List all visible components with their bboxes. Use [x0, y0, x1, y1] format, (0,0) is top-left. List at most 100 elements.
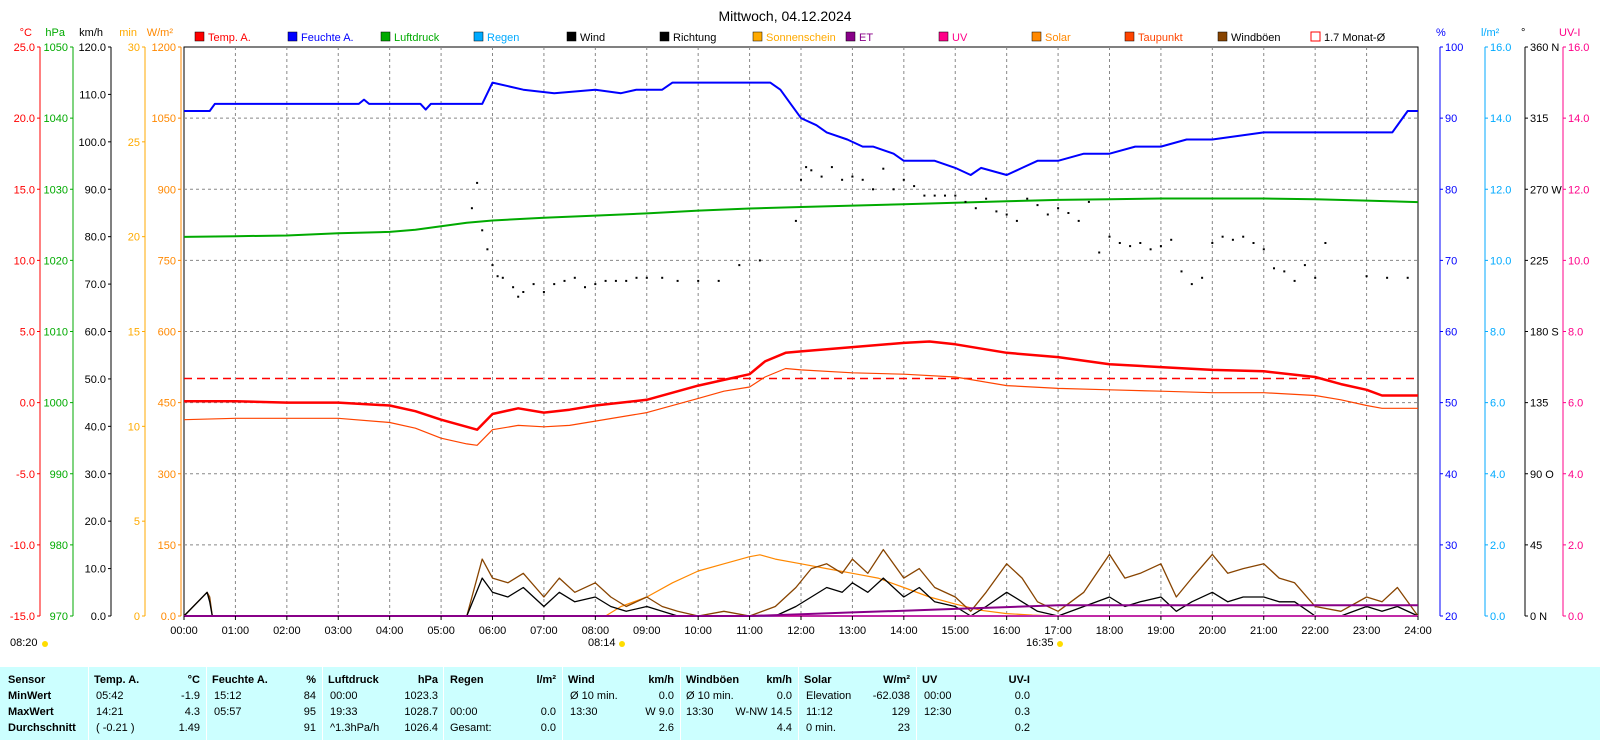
- direction-axis-tick-label: 135: [1530, 398, 1548, 410]
- direction-point: [594, 283, 597, 286]
- direction-point: [758, 259, 761, 262]
- summary-cell-uv-time: 12:30: [924, 706, 952, 718]
- pressure-axis-tick-label: 1030: [44, 184, 68, 196]
- humidity-axis-tick-label: 50: [1445, 398, 1457, 410]
- temp-axis-tick-label: 5.0: [20, 327, 35, 339]
- header-wind-unit: km/h: [648, 674, 674, 686]
- summary-cell-press-val: 1023.3: [404, 690, 438, 702]
- direction-axis-unit: °: [1521, 27, 1525, 39]
- header-temp: Temp. A.: [94, 674, 140, 686]
- direction-point: [1242, 235, 1245, 238]
- direction-point: [1087, 200, 1090, 203]
- summary-cell-gust-val: 4.4: [776, 722, 792, 734]
- direction-point: [645, 276, 648, 279]
- summary-cell-solar-time: 0 min.: [806, 722, 836, 734]
- direction-point: [501, 276, 504, 279]
- time-label: 03:00: [324, 625, 352, 637]
- time-label: 00:00: [170, 625, 198, 637]
- temp-axis-tick-label: 15.0: [14, 184, 35, 196]
- legend-swatch: [380, 31, 391, 42]
- legend-label: 1.7 Monat-Ø: [1324, 32, 1386, 44]
- uvi-axis-tick-label: 2.0: [1568, 540, 1583, 552]
- direction-point: [1005, 213, 1008, 216]
- time-label: 20:00: [1199, 625, 1227, 637]
- header-temp-unit: °C: [187, 674, 200, 686]
- direction-point: [1057, 207, 1060, 210]
- direction-axis-tick-label: 270 W: [1530, 184, 1562, 196]
- summary-cell-hum-time: 15:12: [214, 690, 242, 702]
- summary-cell-uv-val: 0.0: [1014, 690, 1030, 702]
- temp-axis-tick-label: -5.0: [16, 469, 35, 481]
- direction-point: [1365, 275, 1368, 278]
- direction-point: [892, 188, 895, 191]
- direction-point: [604, 279, 607, 282]
- legend-label: Windböen: [1231, 32, 1281, 44]
- summary-cell-temp-time: 14:21: [96, 706, 124, 718]
- direction-point: [1190, 283, 1193, 286]
- direction-point: [635, 276, 638, 279]
- direction-point: [522, 291, 525, 293]
- uvi-axis-tick-label: 16.0: [1568, 42, 1589, 54]
- wind-axis-tick-label: 90.0: [85, 184, 106, 196]
- direction-point: [1293, 279, 1296, 282]
- summary-cell-wind-val: W 9.0: [645, 706, 674, 718]
- time-label: 24:00: [1404, 625, 1432, 637]
- time-label: 11:00: [736, 625, 763, 637]
- chart-grid: [183, 46, 1419, 617]
- direction-point: [830, 166, 833, 169]
- legend-swatch: [473, 31, 484, 42]
- series-temp-a: [184, 340, 1418, 431]
- direction-point: [851, 175, 854, 178]
- pressure-axis-unit: hPa: [45, 27, 65, 39]
- direction-point: [512, 286, 515, 289]
- direction-point: [1129, 245, 1132, 248]
- direction-point: [1118, 242, 1121, 244]
- series-et: [184, 604, 1418, 617]
- header-pressure: Luftdruck: [328, 674, 379, 686]
- direction-point: [661, 276, 664, 279]
- summary-cell-gust-val: W-NW 14.5: [735, 706, 792, 718]
- humidity-axis-tick-label: 70: [1445, 255, 1457, 267]
- wind-axis-tick-label: 0.0: [91, 611, 106, 623]
- rain-axis-tick-label: 8.0: [1490, 327, 1505, 339]
- summary-cell-temp-val: 4.3: [184, 706, 200, 718]
- direction-point: [1324, 242, 1327, 244]
- legend-swatch: [1124, 31, 1135, 42]
- direction-point: [1211, 242, 1214, 244]
- direction-point: [1139, 242, 1142, 244]
- direction-point: [1231, 238, 1234, 241]
- wind-axis-tick-label: 20.0: [85, 516, 106, 528]
- time-label: 05:00: [427, 625, 455, 637]
- direction-point: [625, 279, 628, 282]
- chart-legend: Temp. A. Feuchte A. Luftdruck Regen Wind Rich…: [194, 31, 1386, 44]
- summary-cell-solar-val: 129: [891, 706, 910, 718]
- summary-cell-uv-val: 0.3: [1014, 706, 1030, 718]
- pressure-axis-tick-label: 980: [50, 540, 68, 552]
- series-windb-en: [183, 548, 1419, 617]
- direction-point: [1262, 248, 1265, 251]
- legend-label: Feuchte A.: [301, 32, 354, 44]
- pressure-axis-tick-label: 990: [50, 469, 68, 481]
- direction-point: [481, 229, 484, 232]
- wind-axis-tick-label: 50.0: [85, 374, 106, 386]
- summary-cell-uv-time: 00:00: [924, 690, 952, 702]
- wind-axis-tick-label: 80.0: [85, 232, 106, 244]
- legend-swatch: [287, 31, 298, 42]
- temp-axis-unit: °C: [20, 27, 32, 39]
- time-label: 08:00: [582, 625, 610, 637]
- uvi-axis-tick-label: 14.0: [1568, 113, 1589, 125]
- sunshine-axis-tick-label: 0: [134, 611, 140, 623]
- direction-point: [517, 295, 520, 298]
- direction-point: [841, 178, 844, 181]
- direction-point: [1252, 242, 1255, 244]
- wind-axis-tick-label: 60.0: [85, 327, 106, 339]
- sunset-time: 16:35: [1026, 637, 1054, 649]
- direction-point: [717, 279, 720, 282]
- direction-axis-tick-label: 90 O: [1530, 469, 1554, 481]
- summary-cell-solar-val: -62.038: [872, 690, 910, 702]
- summary-row-label: MinWert: [8, 690, 52, 702]
- summary-cell-press-val: 1028.7: [404, 706, 438, 718]
- direction-point: [738, 264, 741, 267]
- summary-cell-wind-val: 2.6: [658, 722, 674, 734]
- wind-axis-tick-label: 70.0: [85, 279, 106, 291]
